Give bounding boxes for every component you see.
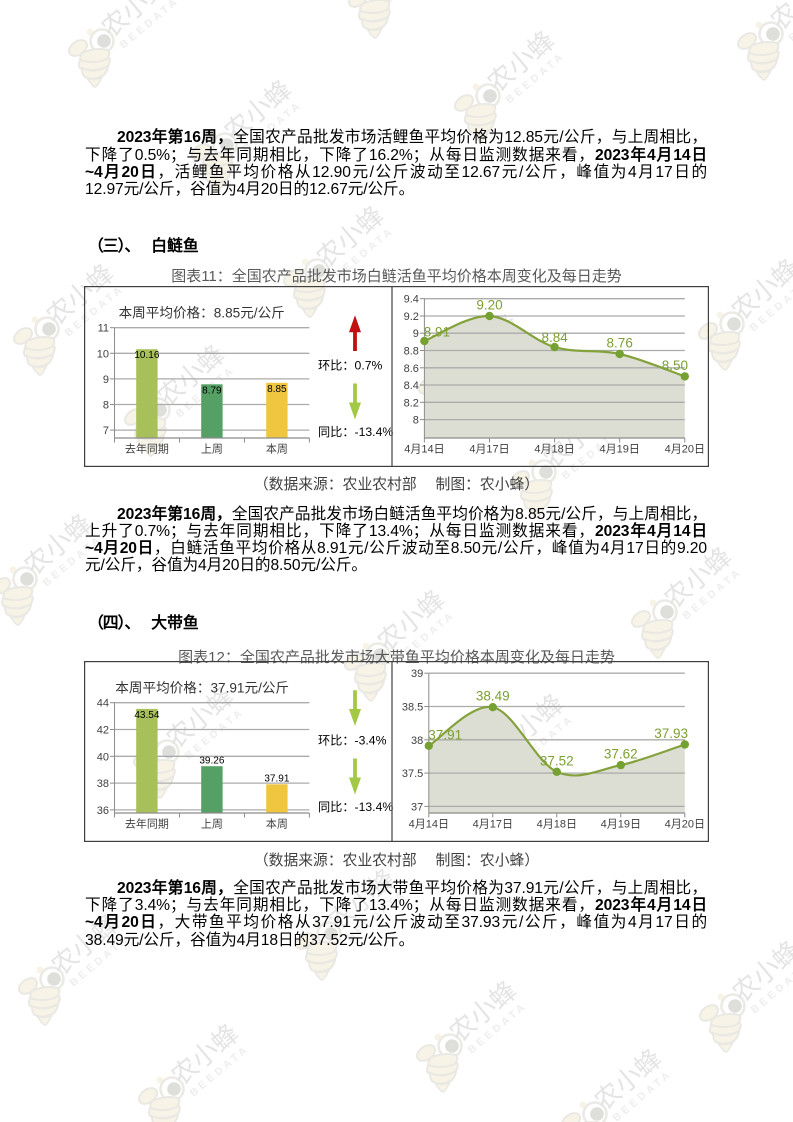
- svg-text:去年同期: 去年同期: [125, 442, 169, 456]
- svg-text:8.50: 8.50: [662, 358, 688, 373]
- svg-text:4月17日: 4月17日: [473, 818, 513, 830]
- svg-text:4月14日: 4月14日: [404, 444, 444, 456]
- svg-text:10.16: 10.16: [134, 350, 159, 361]
- svg-text:4月18日: 4月18日: [537, 818, 577, 830]
- svg-text:7: 7: [103, 425, 109, 437]
- svg-text:4月18日: 4月18日: [534, 444, 574, 456]
- svg-text:8: 8: [103, 400, 109, 412]
- svg-text:39: 39: [411, 668, 423, 680]
- svg-text:9.20: 9.20: [476, 298, 502, 313]
- svg-text:38: 38: [97, 778, 109, 790]
- svg-text:本周平均价格：37.91元/公斤: 本周平均价格：37.91元/公斤: [115, 680, 289, 695]
- svg-text:42: 42: [97, 724, 109, 736]
- svg-text:8.79: 8.79: [202, 385, 222, 396]
- svg-text:8.2: 8.2: [404, 397, 419, 409]
- svg-text:8.8: 8.8: [404, 346, 419, 358]
- svg-text:4月19日: 4月19日: [600, 444, 640, 456]
- svg-text:39.26: 39.26: [199, 755, 224, 766]
- svg-text:10: 10: [97, 348, 109, 360]
- svg-text:11: 11: [98, 323, 109, 335]
- svg-text:40: 40: [97, 751, 109, 763]
- svg-text:8.85: 8.85: [267, 384, 287, 395]
- svg-text:37: 37: [411, 801, 423, 813]
- svg-text:37.91: 37.91: [428, 727, 462, 742]
- svg-text:8.76: 8.76: [607, 336, 633, 351]
- svg-text:43.54: 43.54: [134, 709, 159, 720]
- svg-text:同比：-13.4%: 同比：-13.4%: [318, 425, 393, 439]
- svg-text:37.52: 37.52: [540, 753, 574, 768]
- svg-text:本周平均价格：8.85元/公斤: 本周平均价格：8.85元/公斤: [119, 306, 285, 321]
- svg-text:8.6: 8.6: [404, 363, 419, 375]
- svg-text:环比：0.7%: 环比：0.7%: [318, 359, 383, 373]
- svg-text:上周: 上周: [201, 817, 223, 830]
- svg-text:同比：-13.4%: 同比：-13.4%: [318, 800, 393, 814]
- svg-text:环比：-3.4%: 环比：-3.4%: [318, 733, 387, 747]
- svg-text:37.91: 37.91: [264, 773, 289, 784]
- svg-text:4月17日: 4月17日: [469, 444, 509, 456]
- svg-text:37.93: 37.93: [654, 726, 688, 741]
- svg-text:4月14日: 4月14日: [409, 818, 449, 830]
- svg-text:37.5: 37.5: [402, 768, 423, 780]
- svg-text:8.91: 8.91: [424, 325, 450, 340]
- svg-text:8.84: 8.84: [541, 330, 568, 345]
- svg-text:38.5: 38.5: [402, 701, 423, 713]
- svg-text:36: 36: [97, 804, 109, 816]
- svg-text:44: 44: [97, 697, 109, 709]
- svg-text:本周: 本周: [266, 816, 288, 830]
- svg-text:4月19日: 4月19日: [601, 818, 641, 830]
- svg-text:37.62: 37.62: [604, 746, 638, 761]
- svg-text:本周: 本周: [266, 442, 288, 456]
- svg-text:8.4: 8.4: [404, 380, 419, 392]
- svg-text:4月20日: 4月20日: [665, 818, 705, 830]
- svg-text:9: 9: [413, 328, 419, 340]
- svg-text:上周: 上周: [201, 443, 223, 456]
- svg-text:9.4: 9.4: [404, 294, 419, 306]
- svg-text:去年同期: 去年同期: [125, 816, 169, 830]
- svg-text:9.2: 9.2: [404, 311, 419, 323]
- svg-text:38: 38: [411, 734, 423, 746]
- svg-text:38.49: 38.49: [476, 688, 510, 703]
- svg-text:4月20日: 4月20日: [665, 444, 705, 456]
- svg-text:9: 9: [103, 374, 109, 386]
- svg-text:8: 8: [413, 415, 419, 427]
